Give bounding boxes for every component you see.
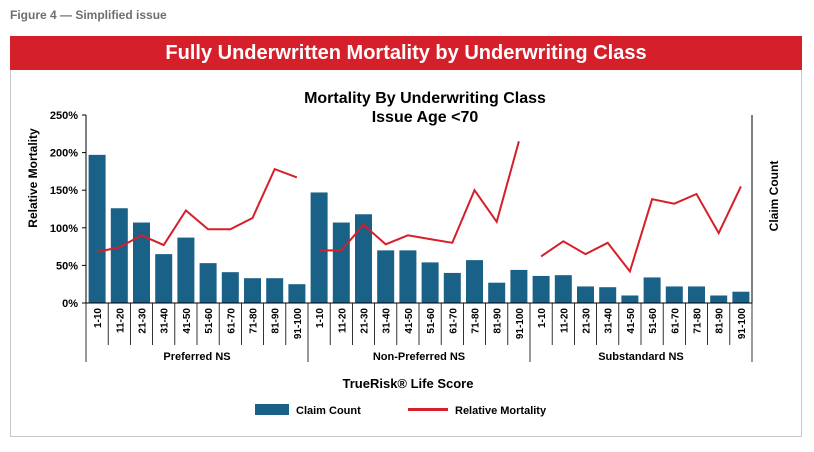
y-tick-label: 0%: [62, 298, 78, 310]
bar: [332, 222, 350, 303]
bar: [599, 287, 617, 303]
bar: [377, 250, 395, 303]
x-tick-label: 51-60: [426, 308, 437, 334]
bar: [266, 278, 284, 303]
y-tick-label: 150%: [50, 185, 78, 197]
x-tick-label: 51-60: [204, 308, 215, 334]
y-tick-label: 200%: [50, 148, 78, 160]
x-tick-label: 41-50: [404, 308, 415, 334]
bar: [665, 286, 683, 303]
x-tick-label: 71-80: [249, 308, 260, 334]
group-label: Non-Preferred NS: [373, 351, 465, 363]
bar: [355, 214, 372, 303]
x-tick-label: 31-40: [160, 308, 171, 334]
figure-label: Figure 4 — Simplified issue: [10, 8, 167, 22]
banner-title: Fully Underwritten Mortality by Underwri…: [10, 36, 802, 70]
bar: [244, 278, 261, 303]
bar: [732, 291, 750, 303]
x-tick-label: 11-20: [559, 308, 570, 333]
y-axis-label: Relative Mortality: [26, 128, 40, 228]
x-tick-label: 21-30: [582, 308, 593, 334]
chart-subtitle: Issue Age <70: [372, 109, 479, 126]
bar: [88, 154, 106, 303]
x-tick-label: 81-90: [493, 308, 504, 334]
x-tick-label: 21-30: [138, 308, 149, 334]
x-tick-label: 1-10: [93, 308, 104, 328]
x-tick-label: 61-70: [670, 308, 681, 334]
y-tick-label: 100%: [50, 223, 78, 235]
x-tick-label: 61-70: [226, 308, 237, 334]
legend-bar-label: Claim Count: [296, 405, 361, 417]
bar: [466, 260, 483, 303]
bar: [133, 222, 150, 303]
x-tick-label: 81-90: [271, 308, 282, 334]
x-tick-label: 21-30: [360, 308, 371, 334]
relative-mortality-line: [540, 185, 742, 274]
relative-mortality-line: [319, 141, 520, 252]
x-tick-label: 61-70: [448, 308, 459, 334]
x-tick-label: 91-100: [293, 308, 304, 340]
bar: [688, 286, 705, 303]
bar: [221, 272, 239, 303]
bar: [488, 282, 506, 303]
bar: [554, 275, 572, 303]
relative-mortality-line: [96, 167, 298, 253]
x-tick-label: 11-20: [337, 308, 348, 333]
bar: [155, 254, 173, 303]
bar: [621, 295, 639, 303]
group-label: Substandard NS: [598, 351, 684, 363]
bar: [532, 275, 550, 303]
y-tick-label: 250%: [50, 110, 78, 122]
x-tick-label: 41-50: [626, 308, 637, 334]
legend-line-label: Relative Mortality: [455, 405, 547, 417]
group-label: Preferred NS: [163, 351, 230, 363]
bar: [443, 272, 461, 303]
bar: [399, 250, 417, 303]
bar: [510, 269, 528, 303]
y-tick-label: 50%: [56, 260, 78, 272]
x-tick-label: 1-10: [537, 308, 548, 328]
bar: [110, 208, 128, 303]
x-tick-label: 91-100: [737, 308, 748, 340]
bar: [199, 263, 217, 303]
bar: [177, 237, 195, 303]
x-tick-label: 41-50: [182, 308, 193, 334]
legend-line-swatch: [408, 408, 448, 411]
x-tick-label: 71-80: [693, 308, 704, 334]
x-tick-label: 31-40: [382, 308, 393, 334]
x-tick-label: 71-80: [471, 308, 482, 334]
legend-bar-swatch: [255, 404, 289, 415]
x-tick-label: 11-20: [115, 308, 126, 333]
bar: [577, 286, 594, 303]
bar: [288, 284, 306, 303]
x-tick-label: 91-100: [515, 308, 526, 340]
x-tick-label: 81-90: [715, 308, 726, 334]
x-axis-label: TrueRisk® Life Score: [343, 376, 474, 391]
bar: [710, 295, 728, 303]
bar: [421, 262, 439, 303]
x-tick-label: 1-10: [315, 308, 326, 328]
x-tick-label: 51-60: [648, 308, 659, 334]
chart-title: Mortality By Underwriting Class: [304, 90, 546, 107]
x-tick-label: 31-40: [604, 308, 615, 334]
bar: [643, 277, 661, 303]
bar: [310, 192, 328, 303]
y2-axis-label: Claim Count: [767, 161, 781, 232]
